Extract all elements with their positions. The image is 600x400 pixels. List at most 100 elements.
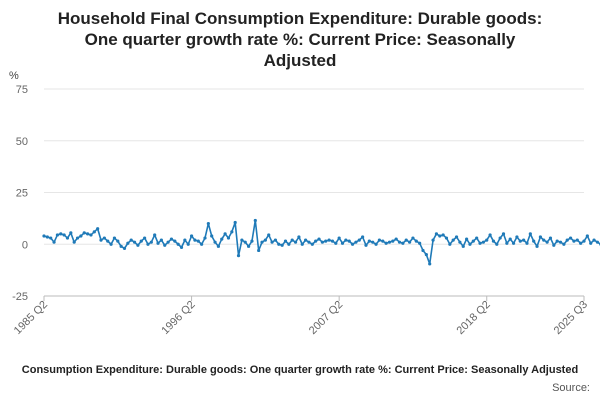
data-point <box>488 233 492 237</box>
data-point <box>290 238 294 242</box>
data-point <box>193 238 197 242</box>
data-point <box>458 240 462 244</box>
data-point <box>277 242 281 246</box>
data-point <box>153 233 157 237</box>
data-point <box>535 244 539 248</box>
data-point <box>243 240 247 244</box>
data-point <box>367 239 371 243</box>
data-point <box>126 241 130 245</box>
x-tick-label: 2007 Q2 <box>307 299 345 337</box>
data-point <box>485 238 489 242</box>
y-tick-label: 75 <box>16 84 28 96</box>
data-point <box>166 240 170 244</box>
data-point <box>511 241 516 245</box>
y-tick-label: -25 <box>12 291 28 303</box>
data-point <box>384 241 388 245</box>
data-point <box>297 235 301 239</box>
data-point <box>508 237 512 241</box>
data-point <box>324 239 328 243</box>
source-label: Source: <box>552 382 590 394</box>
data-point <box>371 240 375 244</box>
data-point <box>273 238 278 242</box>
data-point <box>575 238 579 242</box>
legend-entry: Consumption Expenditure: Durable goods: … <box>22 364 578 376</box>
data-point <box>374 242 378 246</box>
y-tick-label: 50 <box>16 136 28 148</box>
data-point <box>270 240 274 244</box>
data-point <box>300 242 304 246</box>
data-point <box>387 240 392 244</box>
data-point <box>454 235 459 239</box>
data-point <box>572 239 576 243</box>
data-point <box>461 244 465 248</box>
data-point <box>350 242 355 246</box>
data-point <box>99 238 103 242</box>
data-point <box>45 235 49 239</box>
data-point <box>357 238 361 242</box>
data-point <box>505 241 509 245</box>
data-point <box>434 232 439 236</box>
data-point <box>216 244 221 248</box>
data-point <box>310 242 314 246</box>
data-point <box>52 240 56 244</box>
data-point <box>441 233 445 237</box>
data-point <box>595 240 600 244</box>
data-point <box>253 218 257 223</box>
data-point <box>143 236 147 240</box>
data-point <box>361 235 365 239</box>
data-point <box>347 239 351 243</box>
data-point <box>337 236 341 240</box>
data-point <box>96 227 100 231</box>
data-point <box>159 238 163 242</box>
data-point <box>267 233 271 237</box>
data-point <box>247 244 251 248</box>
data-point <box>146 242 150 246</box>
x-axis-ticks: 1985 Q2 1996 Q2 2007 Q2 2018 Q2 2025 Q3 <box>12 296 590 337</box>
x-tick-label: 2025 Q3 <box>552 299 590 337</box>
data-point <box>468 242 472 246</box>
data-point <box>411 236 415 240</box>
data-point <box>307 240 311 244</box>
data-point <box>106 239 110 243</box>
data-point <box>565 238 569 242</box>
data-point <box>465 237 469 241</box>
data-point <box>344 238 348 242</box>
data-point <box>471 239 475 243</box>
data-point <box>364 243 368 247</box>
data-point <box>283 239 288 243</box>
data-point <box>448 242 452 246</box>
x-tick-label: 1996 Q2 <box>159 299 197 337</box>
data-point <box>444 236 449 240</box>
data-point <box>579 241 583 245</box>
data-point <box>391 239 395 243</box>
y-axis-unit-label: % <box>9 70 19 82</box>
data-point <box>89 233 93 237</box>
data-point <box>548 236 553 240</box>
data-point <box>498 236 502 240</box>
data-point <box>377 238 381 242</box>
y-axis-ticks: 75 50 25 0 -25 <box>12 84 28 303</box>
data-point <box>397 240 402 244</box>
data-point <box>226 236 231 240</box>
data-point <box>401 241 405 245</box>
series-layer <box>42 218 600 266</box>
data-point <box>189 234 194 238</box>
data-point <box>522 238 526 242</box>
data-point <box>532 239 536 243</box>
data-point <box>163 243 167 247</box>
data-point <box>82 231 86 235</box>
data-point <box>394 237 398 241</box>
data-point <box>236 254 241 258</box>
data-point <box>183 238 187 242</box>
data-point <box>418 241 422 245</box>
data-point <box>320 240 324 244</box>
data-point <box>428 262 432 266</box>
data-point <box>79 234 83 238</box>
y-tick-label: 25 <box>16 188 28 200</box>
data-point <box>102 236 106 240</box>
series-line <box>43 219 600 265</box>
data-point <box>589 241 593 245</box>
data-point <box>156 241 160 245</box>
data-point <box>552 243 556 247</box>
